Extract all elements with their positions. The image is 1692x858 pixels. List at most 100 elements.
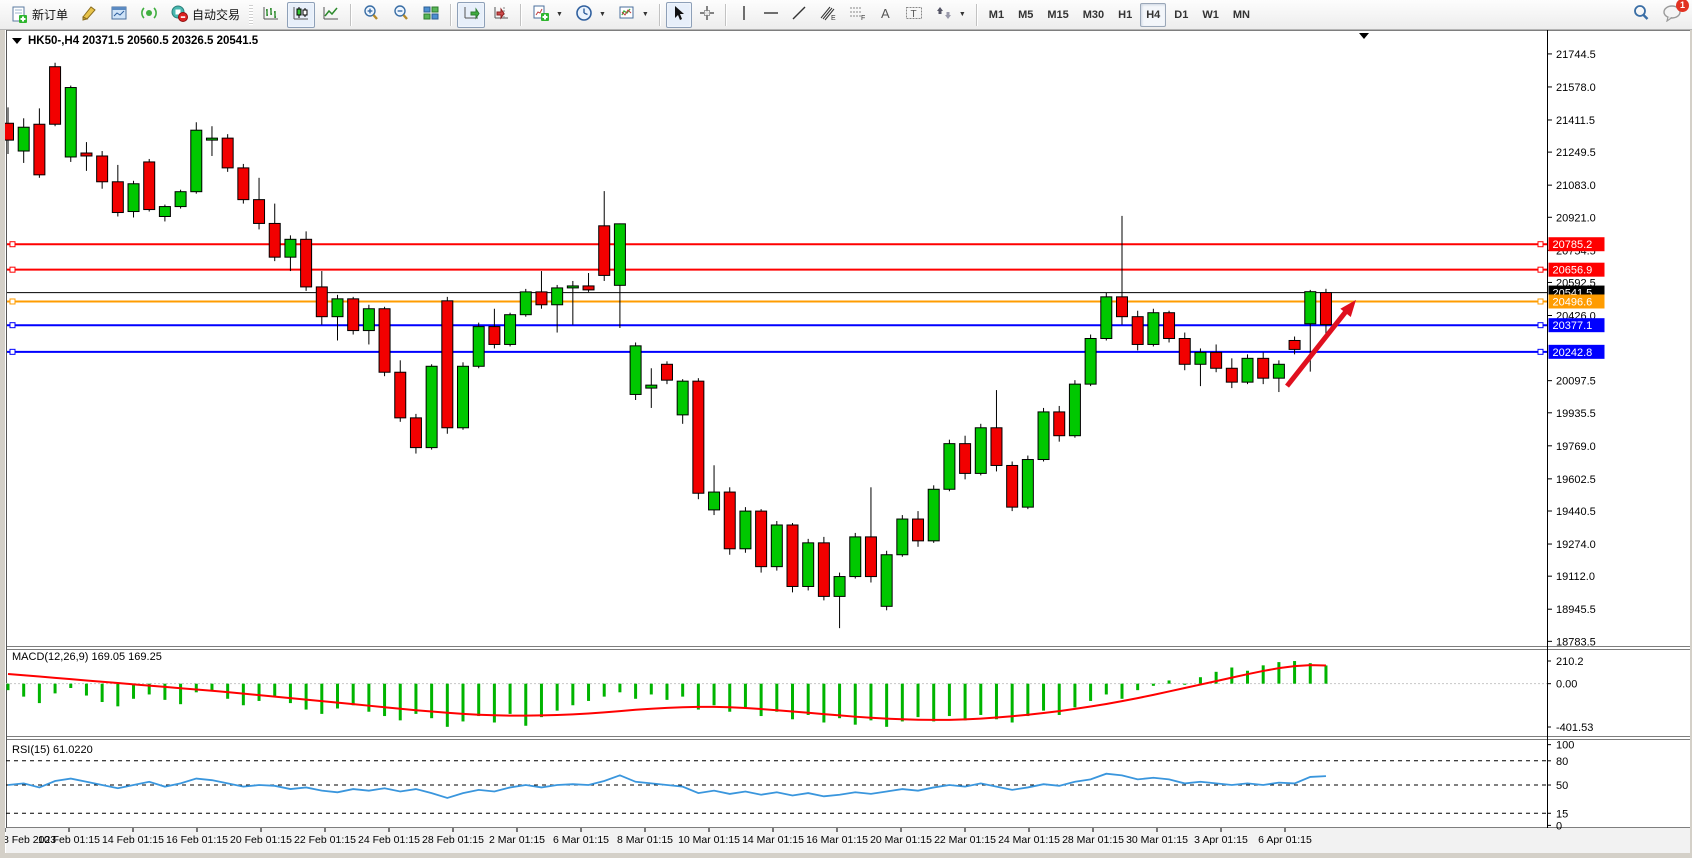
svg-text:20496.6: 20496.6 — [1553, 296, 1593, 308]
indicators-icon — [532, 4, 550, 25]
tile-windows-icon — [422, 4, 440, 25]
tf-H1[interactable]: H1 — [1118, 8, 1133, 21]
trendline-button[interactable] — [786, 2, 812, 28]
svg-text:22 Mar 01:15: 22 Mar 01:15 — [934, 834, 996, 846]
svg-text:0.00: 0.00 — [1556, 679, 1577, 691]
svg-text:0: 0 — [1556, 820, 1562, 832]
svg-text:T: T — [910, 9, 916, 20]
fibonacci-icon: F — [849, 5, 867, 24]
new-order-button[interactable]: 新订单 — [5, 2, 73, 28]
chevron-down-icon: ▼ — [598, 11, 606, 18]
svg-text:6 Mar 01:15: 6 Mar 01:15 — [553, 834, 609, 846]
svg-text:80: 80 — [1556, 756, 1568, 768]
zoom-in-icon — [362, 4, 380, 25]
tf-D1[interactable]: D1 — [1174, 8, 1189, 21]
symbol-ohlc-text: HK50-,H4 20371.5 20560.5 20326.5 20541.5 — [28, 35, 259, 47]
text-button[interactable]: A — [874, 2, 898, 28]
chevron-down-icon: ▼ — [958, 11, 966, 18]
auto-scroll-icon — [462, 4, 480, 25]
svg-text:24 Feb 01:15: 24 Feb 01:15 — [358, 834, 420, 846]
market-sonar-button[interactable] — [135, 2, 163, 28]
shift-marker-icon[interactable] — [1359, 33, 1369, 39]
level-lines — [7, 241, 1547, 355]
crosshair-button[interactable] — [694, 2, 720, 28]
separator — [520, 3, 523, 26]
templates-button[interactable]: ▼ — [613, 2, 654, 28]
arrows-icon — [935, 5, 953, 24]
svg-text:19112.0: 19112.0 — [1556, 571, 1595, 583]
svg-text:20377.1: 20377.1 — [1553, 320, 1593, 332]
channel-button[interactable]: E — [814, 2, 842, 28]
vertical-line-button[interactable] — [732, 2, 756, 28]
notifications-button[interactable]: 1 — [1657, 0, 1689, 28]
tf-M1[interactable]: M1 — [988, 8, 1005, 21]
candle-chart-button[interactable] — [287, 1, 316, 28]
svg-text:20656.9: 20656.9 — [1553, 265, 1593, 277]
symbol-dropdown-icon[interactable] — [12, 38, 22, 44]
line-chart-button[interactable] — [317, 2, 345, 28]
auto-trading-button[interactable]: 自动交易 — [165, 2, 245, 28]
svg-text:30 Mar 01:15: 30 Mar 01:15 — [1126, 834, 1188, 846]
tf-MN[interactable]: MN — [1232, 8, 1250, 21]
tf-W1[interactable]: W1 — [1202, 8, 1219, 21]
window-edge-right — [1690, 30, 1692, 853]
periods-button[interactable]: ▼ — [570, 2, 611, 28]
chart-shift-button[interactable] — [487, 2, 515, 28]
bar-chart-button[interactable] — [257, 2, 285, 28]
separator — [658, 3, 661, 26]
search-button[interactable] — [1627, 2, 1655, 28]
svg-text:20 Mar 01:15: 20 Mar 01:15 — [870, 834, 932, 846]
svg-text:-401.53: -401.53 — [1556, 722, 1593, 734]
svg-text:15: 15 — [1556, 808, 1568, 820]
svg-text:8 Mar 01:15: 8 Mar 01:15 — [617, 834, 673, 846]
horizontal-line-button[interactable] — [758, 2, 784, 28]
arrows-button[interactable]: ▼ — [930, 2, 971, 28]
crayon-button[interactable] — [75, 2, 103, 28]
svg-text:14 Feb 01:15: 14 Feb 01:15 — [102, 834, 164, 846]
svg-text:A: A — [881, 6, 890, 21]
svg-text:16 Feb 01:15: 16 Feb 01:15 — [166, 834, 228, 846]
chevron-down-icon: ▼ — [641, 11, 649, 18]
line-chart-icon — [322, 4, 340, 25]
svg-text:50: 50 — [1556, 780, 1568, 792]
equidistant-channel-icon: E — [819, 5, 837, 24]
text-label-button[interactable]: T — [900, 2, 928, 28]
macd-panel: 210.2 0.00 -401.53 MACD(12,26,9) 169.05 169… — [6, 651, 1593, 734]
svg-text:100: 100 — [1556, 740, 1574, 752]
zoom-in-button[interactable] — [357, 2, 385, 28]
search-icon — [1632, 4, 1650, 25]
svg-text:28 Feb 01:15: 28 Feb 01:15 — [422, 834, 484, 846]
tf-M30[interactable]: M30 — [1082, 8, 1105, 21]
chart-window-button[interactable] — [105, 2, 133, 28]
svg-text:21083.0: 21083.0 — [1556, 180, 1596, 192]
sonar-icon — [140, 4, 158, 25]
trend-arrow[interactable] — [1285, 299, 1356, 388]
candle-chart-icon — [292, 4, 310, 25]
notification-badge: 1 — [1676, 0, 1689, 12]
svg-text:19935.5: 19935.5 — [1556, 408, 1596, 420]
vertical-line-icon — [737, 5, 751, 24]
trendline-icon — [791, 5, 807, 24]
svg-text:19769.0: 19769.0 — [1556, 441, 1596, 453]
zoom-out-button[interactable] — [387, 2, 415, 28]
cursor-button[interactable] — [665, 1, 692, 28]
chevron-down-icon: ▼ — [556, 11, 563, 18]
indicators-button[interactable]: ▼ — [527, 2, 568, 28]
fibonacci-button[interactable]: F — [844, 2, 872, 28]
clock-icon — [575, 4, 593, 25]
svg-text:21744.5: 21744.5 — [1556, 49, 1596, 61]
svg-text:F: F — [861, 15, 865, 21]
tf-M5[interactable]: M5 — [1018, 8, 1034, 21]
svg-text:22 Feb 01:15: 22 Feb 01:15 — [294, 834, 356, 846]
chart-canvas[interactable]: 21744.5 21578.0 21411.5 21249.5 21083.0 20921… — [0, 30, 1692, 853]
new-order-label: 新订单 — [32, 8, 69, 22]
auto-scroll-button[interactable] — [457, 1, 486, 28]
tile-windows-button[interactable] — [417, 2, 445, 28]
tf-M15[interactable]: M15 — [1047, 8, 1069, 21]
tf-H4[interactable]: H4 — [1140, 2, 1167, 27]
svg-text:20921.0: 20921.0 — [1556, 212, 1596, 224]
svg-text:21249.5: 21249.5 — [1556, 147, 1596, 159]
svg-text:28 Mar 01:15: 28 Mar 01:15 — [1062, 834, 1124, 846]
svg-text:10 Mar 01:15: 10 Mar 01:15 — [678, 834, 740, 846]
